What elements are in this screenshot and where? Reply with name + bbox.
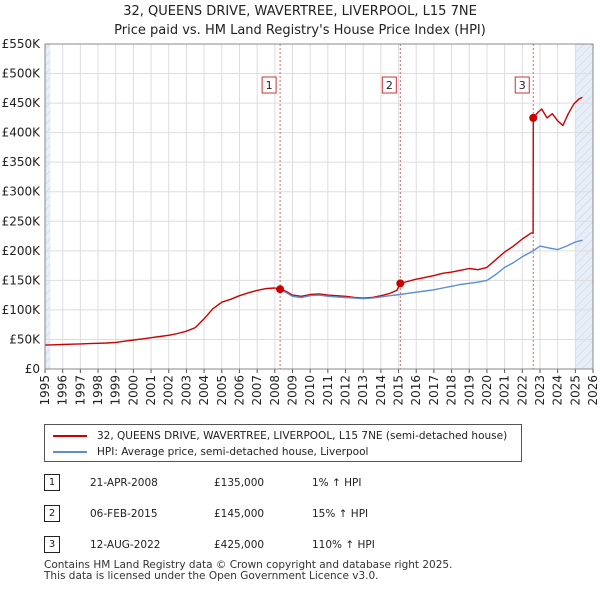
- sale-marker-box: [514, 76, 530, 94]
- property-price-line: [44, 96, 583, 346]
- y-tick-label: £550K: [2, 37, 42, 51]
- shaded-hatch: [45, 44, 51, 369]
- y-tick-label: £500K: [2, 67, 42, 81]
- y-tick-label: £450K: [2, 96, 42, 110]
- title-line-2: Price paid vs. HM Land Registry's House …: [114, 23, 486, 38]
- x-tick-label: 2000: [126, 375, 140, 406]
- y-tick-label: £250K: [2, 214, 42, 228]
- legend-item-property: 32, QUEENS DRIVE, WAVERTREE, LIVERPOOL, …: [53, 429, 507, 443]
- y-tick-label: £100K: [2, 303, 42, 317]
- title-line-1: 32, QUEENS DRIVE, WAVERTREE, LIVERPOOL, …: [123, 4, 477, 19]
- x-tick-label: 1996: [56, 375, 70, 406]
- x-tick-label: 2025: [568, 375, 582, 406]
- y-tick-label: £0: [25, 362, 40, 376]
- footer-attribution: Contains HM Land Registry data © Crown c…: [44, 560, 452, 582]
- x-tick-label: 2012: [339, 375, 353, 406]
- y-tick-label: £300K: [2, 185, 42, 199]
- x-tick-label: 1999: [109, 375, 123, 406]
- sale-point: [396, 279, 405, 288]
- x-tick-label: 2007: [250, 375, 264, 406]
- footer-line-2: This data is licensed under the Open Gov…: [44, 570, 379, 582]
- sale-price: £425,000: [214, 539, 265, 551]
- x-tick-label: 2019: [462, 375, 476, 406]
- x-tick-label: 2017: [427, 375, 441, 406]
- legend-item-hpi: HPI: Average price, semi-detached house,…: [53, 445, 368, 459]
- sale-number-badge: 2: [44, 505, 60, 522]
- y-tick-label: £50K: [9, 332, 41, 346]
- legend-label-hpi: HPI: Average price, semi-detached house,…: [97, 446, 369, 458]
- price-chart: 1 2 3 £0 £50K £100K £150K £200K £250K £300K £350K…: [2, 37, 600, 406]
- sale-price: £135,000: [214, 477, 265, 489]
- sale-hpi-change: 1% ↑ HPI: [312, 477, 362, 489]
- x-tick-label: 2024: [551, 375, 565, 406]
- sale-hpi-change: 15% ↑ HPI: [312, 508, 369, 520]
- x-tick-label: 2003: [179, 375, 193, 406]
- legend-swatch-hpi: [53, 451, 87, 453]
- sale-marker-box: [381, 76, 397, 94]
- x-tick-label: 2006: [232, 375, 246, 406]
- x-tick-label: 2004: [197, 375, 211, 406]
- shaded-hatch: [575, 44, 593, 369]
- sale-point: [276, 285, 285, 294]
- x-tick-label: 1997: [73, 375, 87, 406]
- sale-row: 3 12-AUG-2022 £425,000 110% ↑ HPI: [42, 536, 462, 554]
- sale-marker-label: 3: [519, 79, 526, 92]
- sale-marker-box: [261, 76, 277, 94]
- sale-date: 12-AUG-2022: [90, 539, 161, 551]
- x-tick-label: 2023: [533, 375, 547, 406]
- x-tick-label: 2013: [356, 375, 370, 406]
- sale-price: £145,000: [214, 508, 265, 520]
- sale-row: 2 06-FEB-2015 £145,000 15% ↑ HPI: [42, 505, 462, 523]
- x-tick-label: 2022: [515, 375, 529, 406]
- x-tick-label: 2002: [162, 375, 176, 406]
- footer-line-1: Contains HM Land Registry data © Crown c…: [44, 559, 453, 571]
- sale-number-badge: 3: [44, 536, 60, 553]
- sale-point: [529, 113, 538, 122]
- x-tick-label: 1998: [91, 375, 105, 406]
- hpi-line: [279, 239, 583, 300]
- x-tick-label: 2001: [144, 375, 158, 406]
- x-tick-label: 2005: [215, 375, 229, 406]
- plot-frame: [44, 43, 594, 370]
- sale-hpi-change: 110% ↑ HPI: [312, 539, 375, 551]
- x-tick-label: 2021: [498, 375, 512, 406]
- y-tick-label: £150K: [2, 273, 42, 287]
- x-tick-label: 2018: [445, 375, 459, 406]
- x-tick-label: 2009: [285, 375, 299, 406]
- legend-label-property: 32, QUEENS DRIVE, WAVERTREE, LIVERPOOL, …: [97, 430, 508, 442]
- sale-number-badge: 1: [44, 474, 60, 491]
- sale-marker-label: 2: [386, 79, 393, 92]
- sale-row: 1 21-APR-2008 £135,000 1% ↑ HPI: [42, 474, 462, 492]
- x-tick-label: 2014: [374, 375, 388, 406]
- x-tick-label: 2026: [586, 375, 600, 406]
- x-tick-label: 2015: [392, 375, 406, 406]
- x-tick-label: 2020: [480, 375, 494, 406]
- y-tick-label: £350K: [2, 155, 42, 169]
- legend-swatch-property: [53, 435, 87, 437]
- x-tick-label: 2011: [321, 375, 335, 406]
- x-tick-label: 1995: [38, 375, 52, 406]
- x-tick-label: 2008: [268, 375, 282, 406]
- x-tick-label: 2010: [303, 375, 317, 406]
- sale-marker-label: 1: [266, 79, 273, 92]
- y-tick-label: £200K: [2, 244, 42, 258]
- chart-title: 32, QUEENS DRIVE, WAVERTREE, LIVERPOOL, …: [0, 2, 600, 40]
- x-tick-label: 2016: [409, 375, 423, 406]
- sale-date: 06-FEB-2015: [90, 508, 158, 520]
- y-tick-label: £400K: [2, 126, 42, 140]
- sale-date: 21-APR-2008: [90, 477, 158, 489]
- chart-legend: 32, QUEENS DRIVE, WAVERTREE, LIVERPOOL, …: [44, 424, 522, 462]
